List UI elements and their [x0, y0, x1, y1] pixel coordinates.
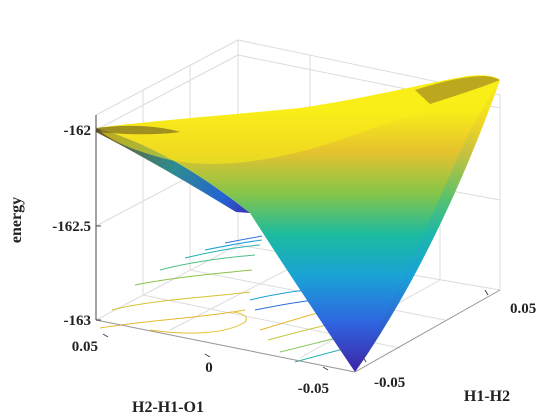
- tick-marks: [96, 129, 489, 371]
- y-tick-label: 0.05: [72, 339, 98, 355]
- z-tick-label: -163: [64, 313, 92, 329]
- z-tick-label: -162: [64, 123, 92, 139]
- z-tick-label: -162.5: [52, 219, 91, 235]
- x-axis-label: H1-H2: [464, 388, 510, 405]
- y-tick-label: -0.05: [298, 381, 329, 397]
- y-tick-label: 0: [205, 360, 213, 376]
- x-tick-labels: -0.05 0.05: [374, 301, 536, 391]
- x-tick-label: -0.05: [374, 375, 405, 391]
- energy-surface: [96, 75, 500, 372]
- z-axis-label: energy: [8, 197, 25, 243]
- y-axis-label: H2-H1-O1: [132, 399, 204, 416]
- x-tick-label: 0.05: [510, 301, 536, 317]
- axis-lines: [95, 115, 501, 373]
- z-tick-labels: -162 -162.5 -163: [52, 123, 91, 329]
- y-tick-labels: 0.05 0 -0.05: [72, 339, 329, 397]
